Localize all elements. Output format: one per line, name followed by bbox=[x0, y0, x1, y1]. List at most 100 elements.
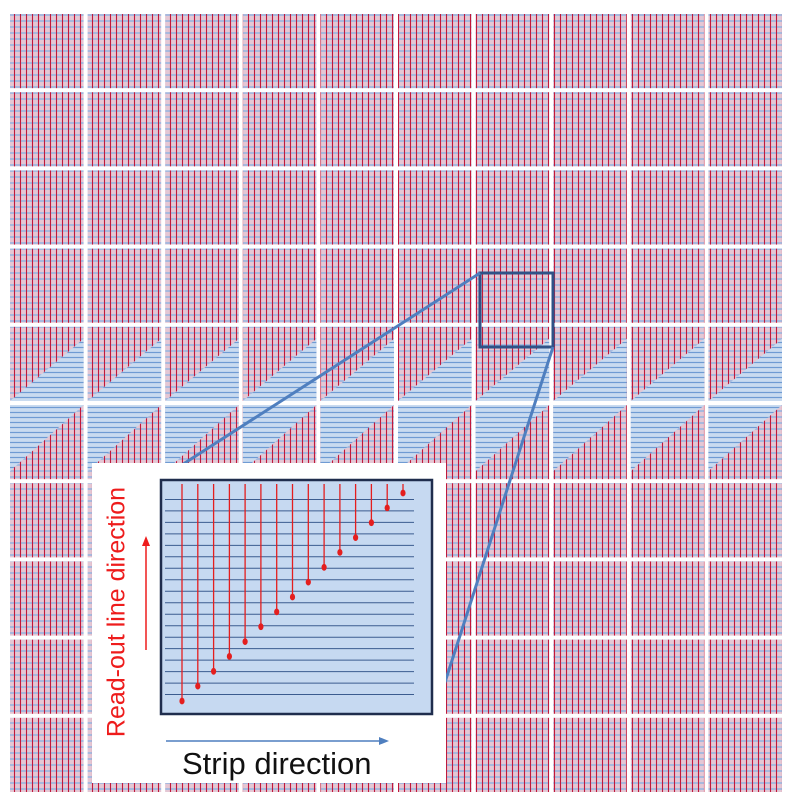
detector-tile bbox=[708, 92, 782, 167]
callout-line-top bbox=[159, 271, 481, 481]
detector-tile bbox=[475, 483, 550, 558]
detector-tile bbox=[630, 483, 705, 558]
detector-tile bbox=[10, 170, 84, 245]
strip-only-wedge bbox=[10, 405, 84, 472]
strip-only-wedge bbox=[242, 338, 317, 401]
inset-readout-via-dot bbox=[368, 519, 374, 527]
strip-only-wedge bbox=[475, 405, 550, 472]
inset-strip-lines bbox=[165, 499, 414, 695]
detector-tile bbox=[320, 248, 394, 323]
detector-tile bbox=[475, 717, 550, 792]
detector-tile bbox=[630, 92, 705, 167]
detector-tile bbox=[708, 717, 782, 792]
inset-readout-via-dot bbox=[289, 593, 296, 601]
zoom-box bbox=[478, 271, 555, 349]
strip-only-wedge bbox=[320, 405, 394, 472]
inset-readout-via-dot bbox=[305, 578, 311, 586]
detector-tile bbox=[242, 14, 317, 89]
inset-readout-via-dot bbox=[321, 563, 327, 571]
detector-tile bbox=[475, 561, 550, 636]
detector-tile bbox=[242, 92, 317, 167]
strip-only-wedge bbox=[475, 338, 550, 401]
inset-readout-via-dot bbox=[211, 667, 217, 675]
detector-tile bbox=[10, 248, 84, 323]
strip-only-wedge bbox=[398, 338, 472, 401]
inset-readout-via-dot bbox=[337, 549, 343, 556]
detector-tile bbox=[630, 170, 705, 245]
detector-tile bbox=[475, 92, 550, 167]
detector-tile bbox=[10, 92, 84, 167]
strip-only-wedge bbox=[708, 405, 782, 472]
detector-tile bbox=[475, 170, 550, 245]
strip-only-wedge bbox=[10, 338, 84, 401]
strip-only-wedge bbox=[630, 405, 705, 472]
inset-readout-lines bbox=[179, 484, 406, 705]
callout-line-bottom bbox=[435, 346, 555, 708]
detector-tile bbox=[398, 92, 472, 167]
detector-tile bbox=[708, 561, 782, 636]
strip-only-wedge bbox=[87, 338, 162, 401]
detector-tile bbox=[708, 170, 782, 245]
detector-tile bbox=[87, 92, 162, 167]
inset-readout-via-dot bbox=[400, 489, 406, 497]
detector-tile bbox=[10, 639, 84, 714]
detector-tile bbox=[10, 717, 84, 792]
strip-direction-arrow bbox=[166, 737, 389, 745]
detector-tile bbox=[553, 717, 627, 792]
strip-only-wedge bbox=[708, 338, 782, 401]
strip-only-wedge bbox=[165, 405, 239, 472]
detector-tile bbox=[553, 92, 627, 167]
detector-tile bbox=[87, 248, 162, 323]
detector-tile bbox=[320, 170, 394, 245]
detector-tile bbox=[87, 170, 162, 245]
detector-tile bbox=[553, 483, 627, 558]
strip-only-wedge bbox=[165, 338, 239, 401]
inset-readout-via-dot bbox=[242, 638, 248, 645]
readout-direction-label: Read-out line direction bbox=[102, 486, 131, 738]
detector-tile bbox=[165, 248, 239, 323]
detector-tile bbox=[242, 248, 317, 323]
detector-tile bbox=[10, 483, 84, 558]
inset-zoom-view bbox=[159, 478, 434, 716]
detector-tile bbox=[475, 639, 550, 714]
readout-direction-arrow bbox=[142, 536, 150, 650]
detector-tile bbox=[553, 639, 627, 714]
detector-tile bbox=[10, 561, 84, 636]
detector-tile bbox=[630, 14, 705, 89]
detector-tile bbox=[165, 170, 239, 245]
detector-tile bbox=[398, 14, 472, 89]
detector-tile bbox=[630, 561, 705, 636]
detector-tile bbox=[165, 14, 239, 89]
detector-tile bbox=[10, 14, 84, 89]
detector-tile bbox=[708, 483, 782, 558]
inset-readout-via-dot bbox=[353, 534, 359, 541]
strip-only-wedge bbox=[398, 405, 472, 472]
inset-readout-via-dot bbox=[179, 697, 185, 705]
strip-only-wedge bbox=[242, 405, 317, 472]
detector-tile bbox=[475, 248, 550, 323]
detector-tile bbox=[630, 248, 705, 323]
detector-tile bbox=[87, 14, 162, 89]
detector-tile bbox=[165, 92, 239, 167]
strip-only-wedge bbox=[320, 338, 394, 401]
strip-only-wedge bbox=[630, 338, 705, 401]
detector-tile bbox=[553, 248, 627, 323]
inset-readout-via-dot bbox=[258, 623, 264, 631]
inset-readout-via-dot bbox=[274, 608, 280, 616]
detector-tile bbox=[475, 14, 550, 89]
inset-readout-via-dot bbox=[195, 682, 201, 690]
detector-tile bbox=[553, 561, 627, 636]
strip-only-wedge bbox=[553, 405, 627, 472]
detector-tile bbox=[320, 14, 394, 89]
detector-tile bbox=[553, 14, 627, 89]
strip-only-wedge bbox=[553, 338, 627, 401]
inset-readout-via-dot bbox=[226, 653, 232, 660]
detector-tile bbox=[242, 170, 317, 245]
detector-tile bbox=[708, 248, 782, 323]
detector-tile bbox=[553, 170, 627, 245]
detector-tile bbox=[708, 14, 782, 89]
detector-tile bbox=[398, 170, 472, 245]
detector-tile bbox=[708, 639, 782, 714]
inset-readout-via-dot bbox=[384, 504, 390, 512]
